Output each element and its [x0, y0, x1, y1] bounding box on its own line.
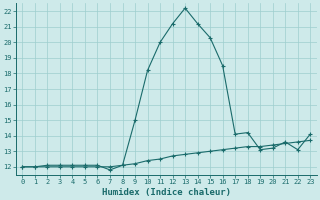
- X-axis label: Humidex (Indice chaleur): Humidex (Indice chaleur): [102, 188, 231, 197]
